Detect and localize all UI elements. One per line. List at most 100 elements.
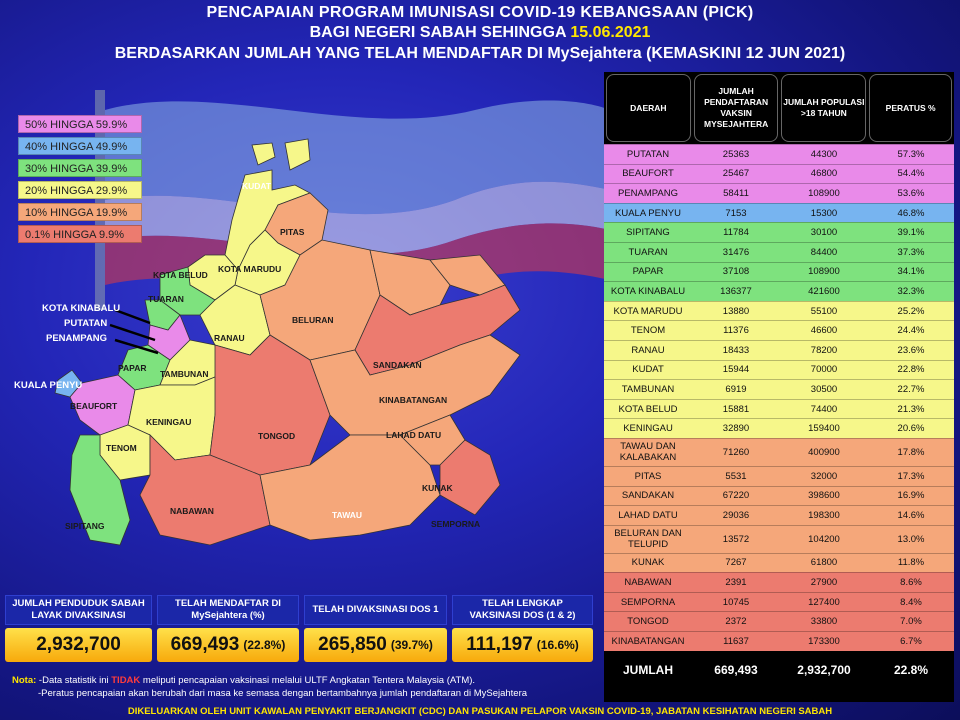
cell-peratus: 34.1% [897, 266, 925, 278]
stat-value: 669,493 (22.8%) [157, 628, 299, 662]
cell-daerah: TAWAU DAN KALABAKAN [619, 441, 677, 464]
cell-daftar: 6919 [725, 383, 747, 395]
stat-percent: (16.6%) [536, 638, 579, 652]
header-percent: PERATUS % [869, 74, 953, 142]
cell-daerah: KUNAK [631, 557, 665, 569]
cell-daerah: KUDAT [632, 364, 664, 376]
cell-peratus: 17.8% [897, 446, 925, 458]
cell-populasi: 74400 [810, 403, 838, 415]
cell-peratus: 8.4% [900, 596, 922, 608]
stat-eligible-population: JUMLAH PENDUDUK SABAH LAYAK DIVAKSINASI … [5, 595, 152, 665]
cell-peratus: 16.9% [897, 490, 925, 502]
cell-daerah: TUARAN [628, 246, 668, 258]
map-label-kota-belud: KOTA BELUD [153, 270, 208, 280]
cell-populasi: 55100 [810, 305, 838, 317]
cell-daftar: 5531 [725, 470, 747, 482]
cell-peratus: 46.8% [897, 207, 925, 219]
total-label: JUMLAH [623, 662, 673, 677]
cell-daftar: 71260 [722, 446, 750, 458]
cell-peratus: 20.6% [897, 423, 925, 435]
stat-value: 2,932,700 [5, 628, 152, 662]
note-line-2: -Peratus pencapaian akan berubah dari ma… [38, 688, 528, 699]
cell-populasi: 104200 [808, 533, 840, 545]
legend-label: 50% HINGGA 59.9% [25, 119, 128, 131]
title-date: 15.06.2021 [570, 24, 651, 41]
legend-label: 40% HINGGA 49.9% [25, 141, 128, 153]
cell-peratus: 22.8% [897, 364, 925, 376]
stat-caption: TELAH LENGKAP VAKSINASI DOS (1 & 2) [452, 595, 593, 625]
stat-registered: TELAH MENDAFTAR DI MySejahtera (%) 669,4… [157, 595, 299, 665]
cell-populasi: 33800 [810, 616, 838, 628]
notes: Nota: -Data statistik ini TIDAK meliputi… [12, 674, 602, 700]
table-row: KINABATANGAN 11637 173300 6.7% [604, 631, 954, 651]
title-line-2: BAGI NEGERI SABAH SEHINGGA 15.06.2021 [0, 23, 960, 43]
cell-daerah: TENOM [630, 325, 666, 337]
table-row: PENAMPANG 58411 108900 53.6% [604, 183, 954, 203]
cell-populasi: 108900 [808, 266, 840, 278]
cell-populasi: 32000 [810, 470, 838, 482]
stat-caption: TELAH MENDAFTAR DI MySejahtera (%) [157, 595, 299, 625]
map-label-kudat: KUDAT [242, 181, 272, 191]
legend-label: 0.1% HINGGA 9.9% [25, 229, 125, 241]
title-line-1: PENCAPAIAN PROGRAM IMUNISASI COVID-19 KE… [206, 4, 754, 21]
table-row: KOTA MARUDU 13880 55100 25.2% [604, 300, 954, 321]
table-row: KUDAT 15944 70000 22.8% [604, 359, 954, 380]
cell-daerah: KENINGAU [623, 423, 673, 435]
map-label-papar: PAPAR [118, 363, 147, 373]
stat-number: 265,850 [318, 634, 387, 655]
map-label-tawau: TAWAU [332, 510, 362, 520]
table-row: TENOM 11376 46600 24.4% [604, 320, 954, 340]
map-label-tambunan: TAMBUNAN [160, 369, 208, 379]
table-row: BEAUFORT 25467 46800 54.4% [604, 163, 954, 184]
cell-populasi: 159400 [808, 423, 840, 435]
cell-daftar: 7153 [725, 207, 747, 219]
table-header: DAERAH JUMLAH PENDAFTARAN VAKSIN MYSEJAH… [604, 72, 954, 144]
map-label-kota-marudu: KOTA MARUDU [218, 264, 281, 274]
cell-daerah: KOTA KINABALU [610, 285, 686, 297]
cell-daftar: 58411 [723, 187, 749, 199]
map-label-kinabatangan: KINABATANGAN [379, 395, 447, 405]
title-block: PENCAPAIAN PROGRAM IMUNISASI COVID-19 KE… [0, 3, 960, 65]
cell-peratus: 8.6% [900, 577, 922, 589]
cell-populasi: 30500 [810, 383, 838, 395]
cell-daerah: KOTA BELUD [618, 403, 678, 415]
cell-daerah: NABAWAN [624, 577, 672, 589]
cell-peratus: 6.7% [900, 635, 922, 647]
cell-daerah: SEMPORNA [620, 596, 676, 608]
table-row: SEMPORNA 10745 127400 8.4% [604, 591, 954, 612]
map-region-nabawan [139, 434, 271, 546]
cell-peratus: 22.7% [897, 383, 925, 395]
map-label-beluran: BELURAN [292, 315, 334, 325]
map-label-keningau: KENINGAU [146, 417, 191, 427]
cell-peratus: 39.1% [897, 227, 925, 239]
header-registered: JUMLAH PENDAFTARAN VAKSIN MYSEJAHTERA [693, 74, 779, 142]
legend-item: 40% HINGGA 49.9% [18, 137, 142, 155]
table-row: KUALA PENYU 7153 15300 46.8% [604, 202, 954, 223]
cell-peratus: 11.8% [897, 557, 925, 569]
title-line-2-prefix: BAGI NEGERI SABAH SEHINGGA [309, 24, 571, 41]
legend-label: 30% HINGGA 39.9% [25, 163, 128, 175]
cell-peratus: 13.0% [897, 533, 925, 545]
table-row: LAHAD DATU 29036 198300 14.6% [604, 505, 954, 525]
table-row: PITAS 5531 32000 17.3% [604, 465, 954, 486]
cell-populasi: 127400 [808, 596, 840, 608]
legend-item: 50% HINGGA 59.9% [18, 115, 142, 133]
table-row: PUTATAN 25363 44300 57.3% [604, 144, 954, 164]
cell-daerah: KUALA PENYU [615, 207, 681, 219]
cell-populasi: 84400 [810, 246, 838, 258]
stat-caption: JUMLAH PENDUDUK SABAH LAYAK DIVAKSINASI [5, 595, 152, 625]
cell-daftar: 11784 [723, 227, 749, 239]
label-kota-kinabalu: KOTA KINABALU [42, 303, 121, 314]
cell-daerah: SIPITANG [626, 227, 670, 239]
cell-populasi: 400900 [808, 446, 840, 458]
map-region-semporna [439, 439, 501, 516]
pointer-penampang [114, 338, 159, 355]
cell-peratus: 54.4% [897, 168, 925, 180]
header-population: JUMLAH POPULASI >18 TAHUN [781, 74, 867, 142]
cell-daftar: 11376 [723, 325, 749, 337]
map-region-tongod [209, 334, 331, 476]
header-daerah: DAERAH [606, 74, 691, 142]
cell-peratus: 14.6% [897, 509, 925, 521]
stat-caption: TELAH DIVAKSINASI DOS 1 [304, 595, 447, 625]
pointer-putatan [109, 323, 156, 342]
